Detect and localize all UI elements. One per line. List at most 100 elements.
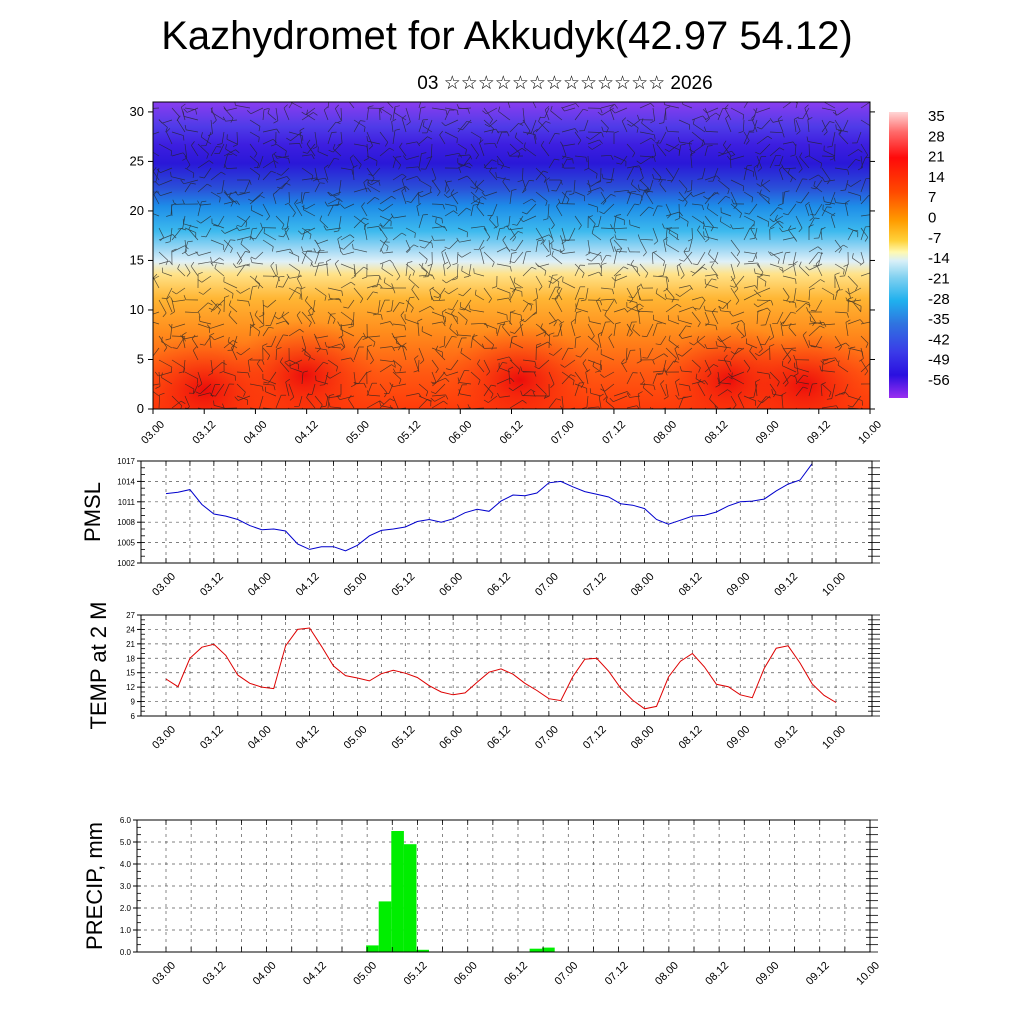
pmsl-x-tick-label: 03.00: [150, 571, 178, 599]
heat-x-tick-label: 09.00: [754, 419, 782, 447]
temp-x-tick-label: 03.00: [150, 724, 178, 752]
colorbar-label: -35: [928, 311, 950, 328]
precip-y-tick-label: 1.0: [120, 926, 132, 935]
precip-bar: [378, 901, 392, 952]
pmsl-y-tick-label: 1008: [117, 518, 135, 527]
temp-y-tick-label: 9: [131, 698, 136, 707]
pmsl-line: [165, 463, 813, 552]
temperature-cross-section-panel: 0 5 10 15 20 25 30 03.00 03.12 04.00 04.12 05.00 05.…: [130, 101, 884, 447]
temp-x-tick-label: 05.00: [342, 724, 370, 752]
colorbar-label: 0: [928, 210, 936, 227]
temp-y-tick-label: 15: [126, 669, 135, 678]
pmsl-x-tick-label: 03.12: [198, 571, 226, 599]
heat-x-tick-label: 08.12: [703, 419, 731, 447]
pmsl-x-tick-label: 04.00: [246, 571, 274, 599]
pmsl-x-tick-label: 07.12: [581, 571, 609, 599]
temp-y-tick-label: 27: [126, 611, 135, 620]
temp-x-tick-label: 07.12: [581, 724, 609, 752]
precip-bar: [542, 947, 555, 952]
temp-y-tick-label: 12: [126, 683, 135, 692]
pmsl-x-tick-label: 09.12: [772, 571, 800, 599]
temp-x-tick-label: 09.12: [772, 724, 800, 752]
pmsl-y-tick-label: 1017: [117, 457, 135, 466]
precip-x-tick-label: 09.12: [804, 960, 832, 988]
wind-barbs: [153, 102, 870, 409]
precip-y-tick-label: 3.0: [120, 882, 132, 891]
pmsl-x-tick-label: 08.00: [629, 571, 657, 599]
pmsl-x-tick-label: 05.00: [342, 571, 370, 599]
pmsl-x-tick-label: 06.00: [437, 571, 465, 599]
heat-x-tick-label: 03.00: [139, 419, 167, 447]
heat-x-tick-label: 03.12: [190, 419, 218, 447]
colorbar-label: -14: [928, 250, 950, 267]
temp-x-tick-label: 08.12: [677, 724, 705, 752]
pmsl-y-tick-label: 1002: [117, 559, 135, 568]
temp-2m-panel: 6 9 12 15 18 21 24 27 03.00 03.12 04.00 04.12 05.00 0…: [86, 602, 880, 752]
colorbar-label: -42: [928, 331, 950, 348]
heat-x-tick-label: 04.00: [242, 419, 270, 447]
precip-bar: [391, 831, 404, 952]
temp-y-axis-label: TEMP at 2 M: [86, 602, 111, 730]
pmsl-panel: 1002 1005 1008 1011 1014 1017 03.00 03.12 04.00 0…: [80, 457, 880, 599]
precip-x-tick-label: 07.00: [552, 960, 580, 988]
heat-y-tick-label: 5: [137, 351, 144, 366]
colorbar-label: -56: [928, 372, 950, 389]
pmsl-x-tick-label: 06.12: [485, 571, 513, 599]
heat-x-tick-label: 08.00: [651, 419, 679, 447]
chart-title: Kazhydromet for Akkudyk(42.97 54.12): [161, 14, 853, 58]
temp-line: [165, 627, 837, 710]
temp-x-tick-label: 06.12: [485, 724, 513, 752]
pmsl-y-tick-label: 1005: [117, 539, 135, 548]
precip-bar: [416, 949, 429, 952]
colorbar-label: 28: [928, 128, 945, 145]
heat-y-tick-label: 0: [137, 401, 144, 416]
precip-y-tick-label: 4.0: [120, 860, 132, 869]
pmsl-x-tick-label: 05.12: [389, 571, 417, 599]
heat-y-tick-label: 10: [130, 302, 144, 317]
pmsl-x-tick-label: 08.12: [677, 571, 705, 599]
pmsl-y-tick-label: 1014: [117, 477, 135, 486]
heat-x-tick-label: 05.12: [395, 419, 423, 447]
precip-x-tick-label: 06.12: [502, 960, 530, 988]
pmsl-x-tick-label: 07.00: [533, 571, 561, 599]
colorbar-label: 14: [928, 169, 945, 186]
precip-bar: [366, 945, 379, 952]
precip-x-tick-label: 03.12: [200, 960, 228, 988]
temp-x-tick-label: 06.00: [437, 724, 465, 752]
colorbar-label: -49: [928, 352, 950, 369]
precip-x-tick-label: 04.12: [301, 960, 329, 988]
precip-x-tick-label: 06.00: [452, 960, 480, 988]
precip-bar: [529, 948, 543, 952]
precip-y-tick-label: 2.0: [120, 904, 132, 913]
temp-x-tick-label: 10.00: [820, 724, 848, 752]
temp-y-tick-label: 24: [126, 625, 135, 634]
heat-y-tick-label: 20: [130, 203, 144, 218]
grid: [137, 820, 870, 952]
temp-y-tick-label: 18: [126, 654, 135, 663]
colorbar-label: -21: [928, 270, 950, 287]
precip-x-tick-label: 05.00: [351, 960, 379, 988]
pmsl-x-tick-label: 09.00: [724, 571, 752, 599]
temp-x-tick-label: 03.12: [198, 724, 226, 752]
pmsl-y-axis-label: PMSL: [80, 482, 105, 542]
temp-x-tick-label: 04.00: [246, 724, 274, 752]
heat-x-tick-label: 07.00: [549, 419, 577, 447]
heat-x-tick-label: 06.12: [498, 419, 526, 447]
precip-x-tick-label: 08.00: [653, 960, 681, 988]
precip-x-tick-label: 05.12: [402, 960, 430, 988]
pmsl-x-tick-label: 10.00: [820, 571, 848, 599]
heat-x-tick-label: 07.12: [600, 419, 628, 447]
precip-y-axis-label: PRECIP, mm: [82, 822, 107, 950]
pmsl-y-tick-label: 1011: [118, 498, 136, 507]
precip-x-tick-label: 04.00: [251, 960, 279, 988]
temp-y-tick-label: 21: [126, 640, 135, 649]
colorbar: 35 28 21 14 7 0 -7 -14 -21 -28 -35 -42 -49 -56: [889, 108, 950, 398]
temp-x-tick-label: 08.00: [629, 724, 657, 752]
temp-x-tick-label: 05.12: [389, 724, 417, 752]
precip-x-tick-label: 08.12: [703, 960, 731, 988]
precip-y-tick-label: 6.0: [120, 816, 132, 825]
heat-x-tick-label: 05.00: [344, 419, 372, 447]
colorbar-label: 35: [928, 108, 945, 125]
chart-subtitle: 03 ☆☆☆☆☆☆☆☆☆☆☆☆☆ 2026: [417, 73, 713, 94]
